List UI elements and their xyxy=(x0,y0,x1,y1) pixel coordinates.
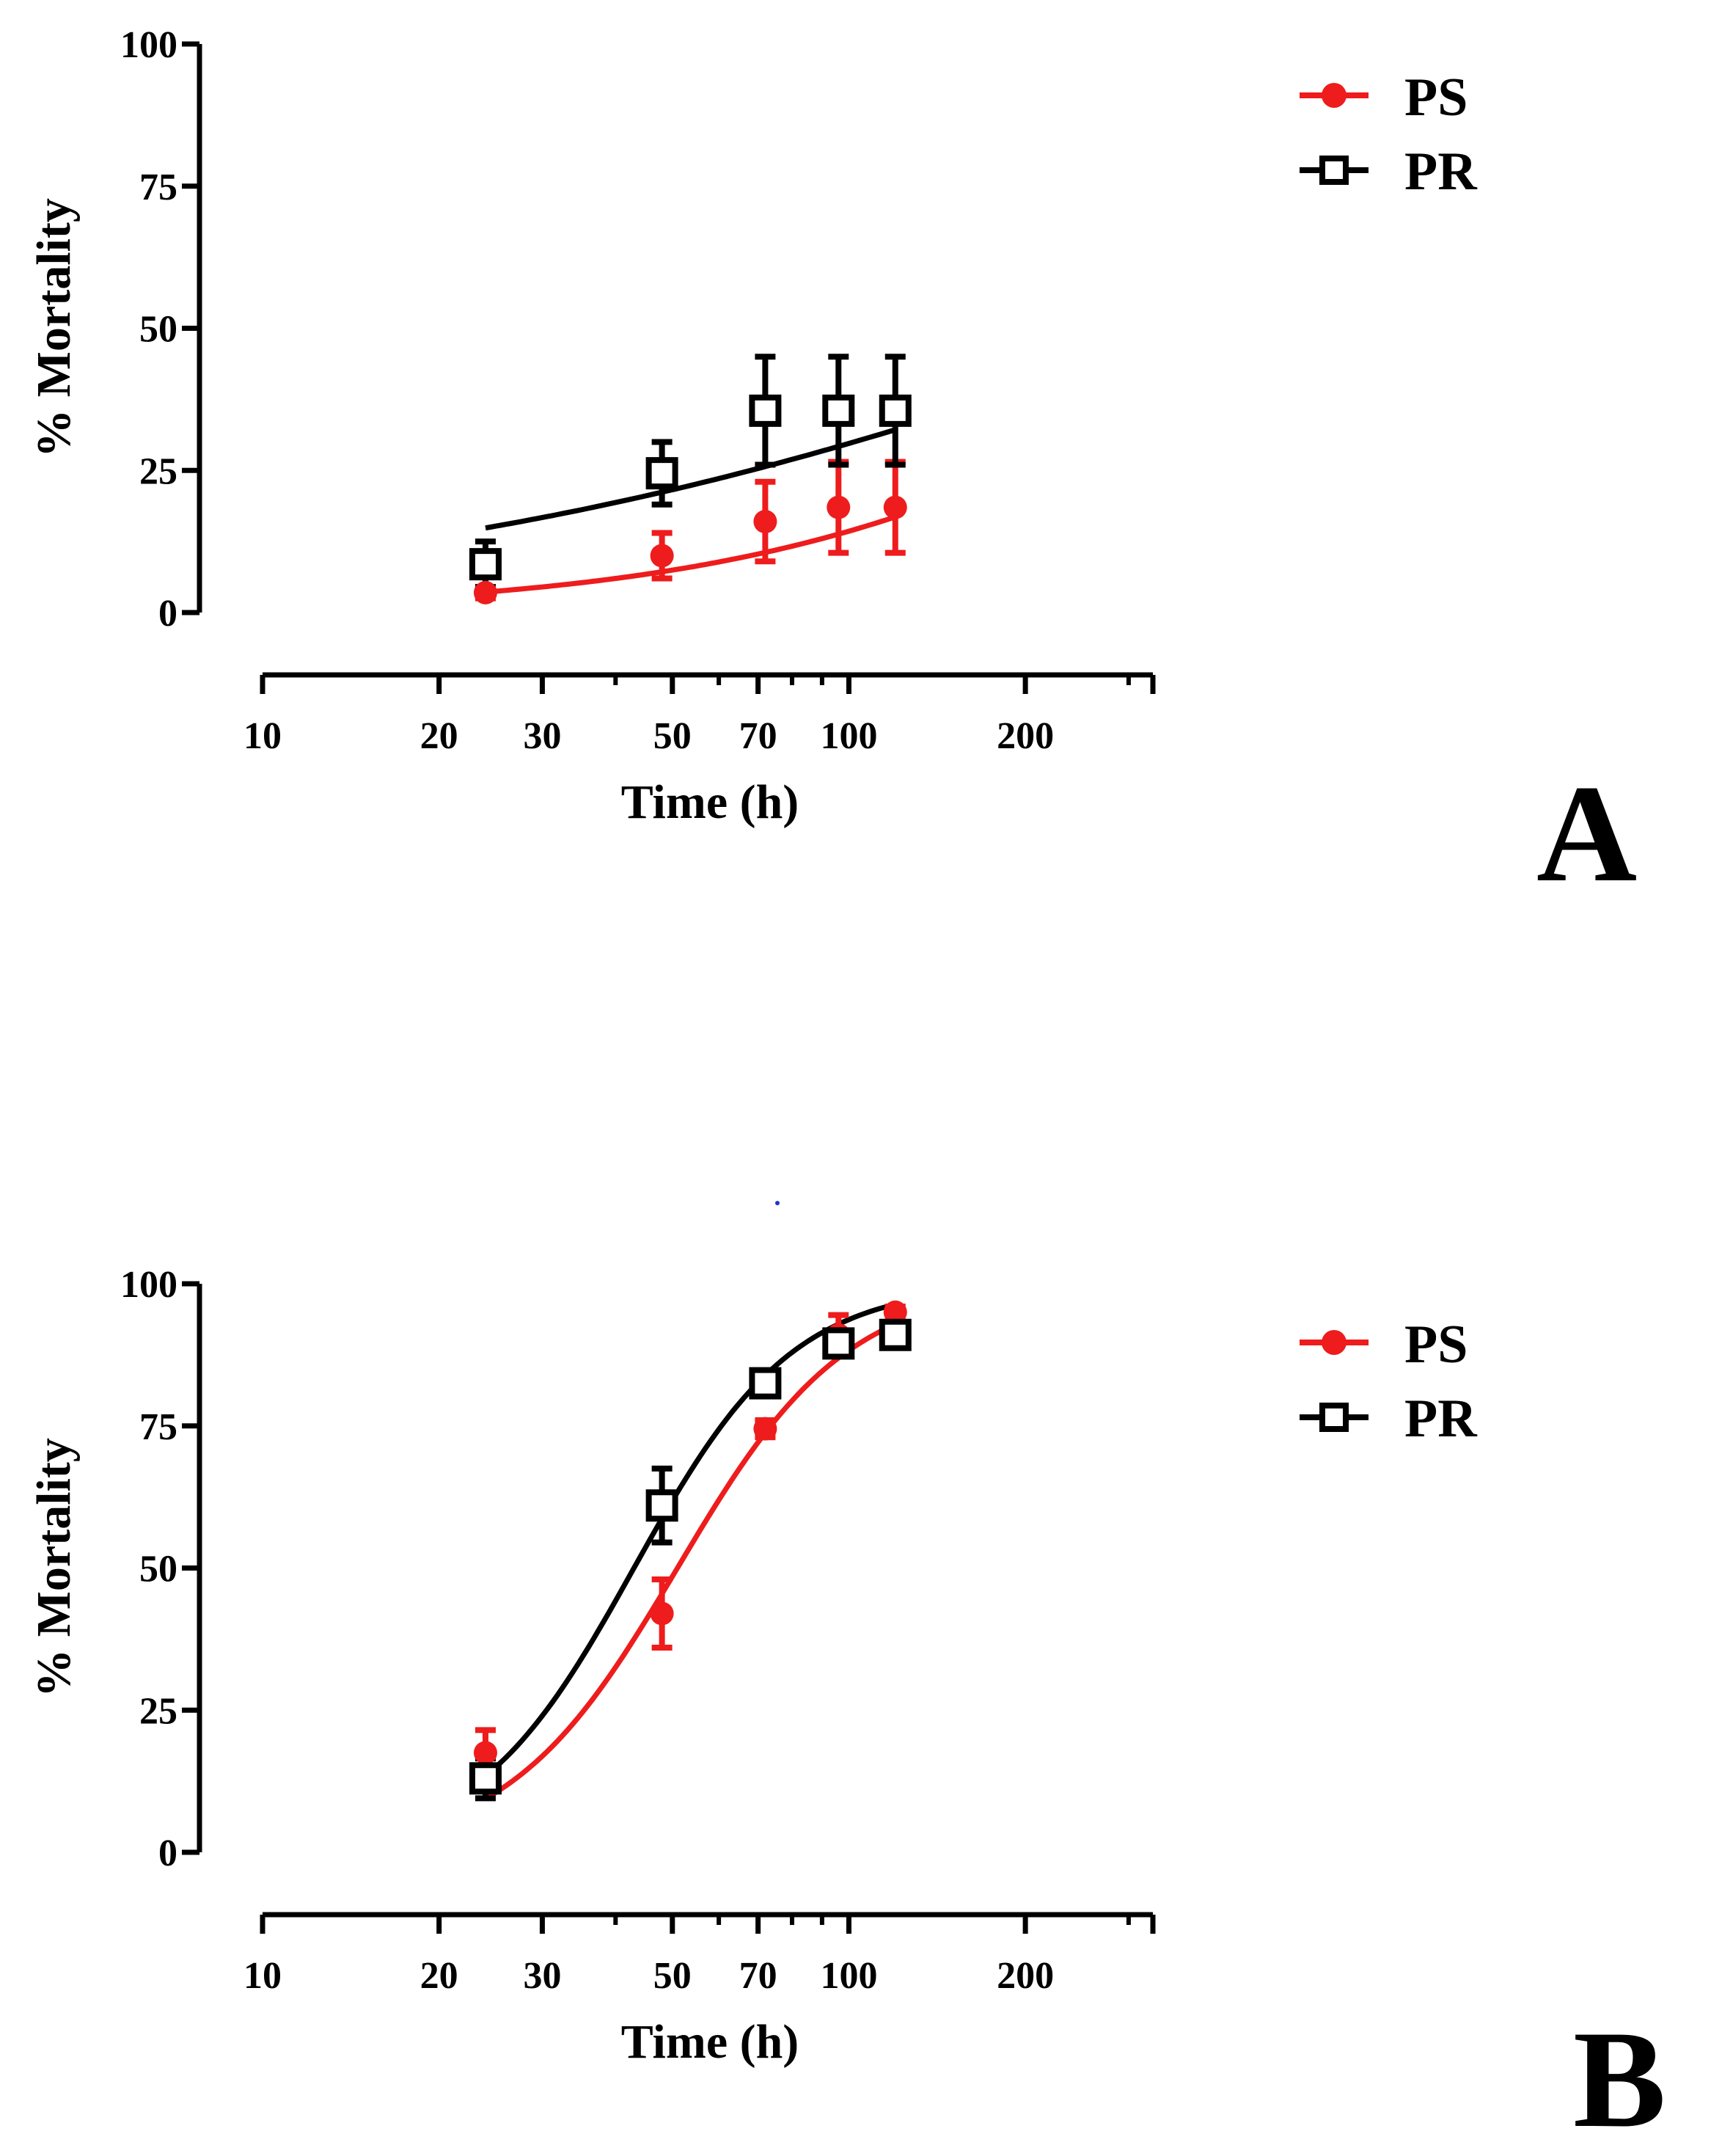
x-tick-label: 100 xyxy=(820,715,877,757)
x-tick-label: 30 xyxy=(523,715,561,757)
legend-pr-label: PR xyxy=(1404,1389,1478,1449)
data-point-pr xyxy=(822,394,855,427)
x-tick-label: 70 xyxy=(739,715,777,757)
data-point-ps xyxy=(473,580,497,604)
data-point-pr xyxy=(879,1318,912,1351)
legend: PS PR xyxy=(1300,67,1478,202)
y-tick-label: 75 xyxy=(139,167,177,208)
data-point-ps xyxy=(473,1741,497,1765)
y-tick-label: 0 xyxy=(158,593,177,635)
x-tick-label: 50 xyxy=(653,715,692,757)
legend-pr-label: PR xyxy=(1404,142,1478,202)
data-point-pr xyxy=(749,394,782,427)
y-tick-label: 50 xyxy=(139,309,177,351)
y-tick-label: 0 xyxy=(158,1832,177,1874)
x-tick-label: 20 xyxy=(420,715,458,757)
y-tick-label: 25 xyxy=(139,1690,177,1732)
x-axis-title: Time (h) xyxy=(621,2015,799,2069)
panel-letter-b: B xyxy=(1573,2003,1666,2156)
data-point-ps xyxy=(753,510,777,533)
fit-lines xyxy=(483,1301,897,1801)
data-point-pr xyxy=(822,1327,855,1360)
series-marks xyxy=(469,354,912,604)
y-ticks: 0 25 50 75 100 xyxy=(120,24,199,635)
y-ticks: 0 25 50 75 100 xyxy=(120,1264,199,1874)
y-tick-label: 25 xyxy=(139,450,177,492)
legend: PS PR xyxy=(1300,1315,1478,1449)
y-tick-label: 100 xyxy=(120,24,177,66)
x-ticks: 10 20 30 50 70 100 200 xyxy=(243,675,1156,757)
data-point-pr xyxy=(879,394,912,427)
data-point-pr xyxy=(469,548,502,581)
data-point-pr xyxy=(645,1489,678,1522)
x-axis-title: Time (h) xyxy=(621,775,799,829)
x-tick-label: 100 xyxy=(820,1955,877,1997)
data-point-ps xyxy=(883,1300,907,1324)
legend-ps-marker xyxy=(1322,1330,1347,1355)
data-point-ps xyxy=(883,495,907,519)
data-point-pr xyxy=(749,1367,782,1400)
x-tick-label: 70 xyxy=(739,1955,777,1997)
legend-ps-label: PS xyxy=(1404,1315,1468,1375)
data-point-ps xyxy=(827,495,851,519)
y-tick-label: 50 xyxy=(139,1549,177,1590)
data-point-pr xyxy=(469,1762,502,1795)
data-point-ps xyxy=(650,544,674,568)
x-ticks: 10 20 30 50 70 100 200 xyxy=(243,1915,1156,1997)
x-tick-label: 10 xyxy=(243,715,282,757)
fit-line-pr xyxy=(483,1301,896,1778)
fit-lines xyxy=(485,427,896,595)
legend-ps-marker xyxy=(1322,83,1347,108)
x-tick-label: 50 xyxy=(653,1955,692,1997)
data-point-pr xyxy=(645,457,678,490)
fit-line-ps xyxy=(484,1322,897,1801)
x-tick-label: 30 xyxy=(523,1955,561,1997)
x-tick-label: 200 xyxy=(997,1955,1054,1997)
legend-pr-marker xyxy=(1319,156,1349,185)
y-tick-label: 100 xyxy=(120,1264,177,1306)
series-marks xyxy=(469,1300,912,1802)
x-tick-label: 20 xyxy=(420,1955,458,1997)
data-point-ps xyxy=(650,1601,674,1626)
x-tick-label: 200 xyxy=(997,715,1054,757)
stray-dot xyxy=(775,1201,780,1205)
panel-letter-a: A xyxy=(1536,757,1637,911)
fit-line-ps xyxy=(485,514,896,595)
y-axis-title: % Mortality xyxy=(27,1438,81,1698)
data-point-ps xyxy=(753,1417,777,1441)
y-tick-label: 75 xyxy=(139,1406,177,1448)
fit-line-pr xyxy=(485,427,896,531)
legend-pr-marker xyxy=(1319,1403,1349,1432)
legend-ps-label: PS xyxy=(1404,67,1468,128)
y-axis-title: % Mortality xyxy=(27,198,81,458)
x-tick-label: 10 xyxy=(243,1955,282,1997)
